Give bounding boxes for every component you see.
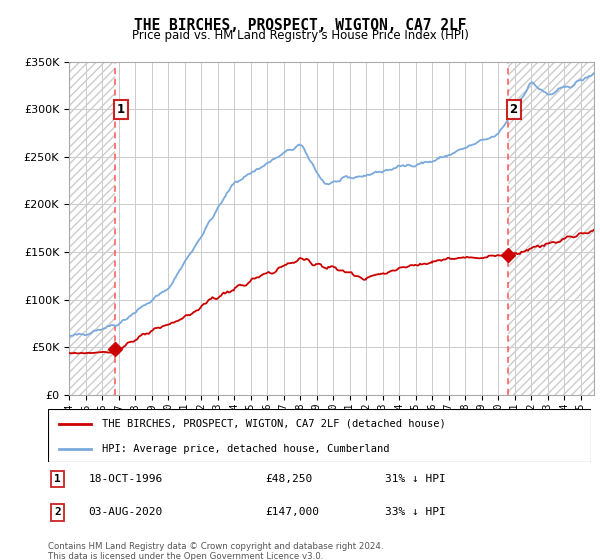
Text: THE BIRCHES, PROSPECT, WIGTON, CA7 2LF (detached house): THE BIRCHES, PROSPECT, WIGTON, CA7 2LF (… xyxy=(103,419,446,429)
Text: 2: 2 xyxy=(55,507,61,517)
Text: HPI: Average price, detached house, Cumberland: HPI: Average price, detached house, Cumb… xyxy=(103,444,390,454)
Text: 18-OCT-1996: 18-OCT-1996 xyxy=(89,474,163,484)
Text: Price paid vs. HM Land Registry's House Price Index (HPI): Price paid vs. HM Land Registry's House … xyxy=(131,29,469,42)
Bar xyxy=(508,62,594,395)
Text: 2: 2 xyxy=(509,102,518,116)
Text: 31% ↓ HPI: 31% ↓ HPI xyxy=(385,474,445,484)
Bar xyxy=(69,62,115,395)
Text: Contains HM Land Registry data © Crown copyright and database right 2024.
This d: Contains HM Land Registry data © Crown c… xyxy=(48,542,383,560)
FancyBboxPatch shape xyxy=(48,409,591,462)
Text: 33% ↓ HPI: 33% ↓ HPI xyxy=(385,507,445,517)
Text: 1: 1 xyxy=(55,474,61,484)
Text: 03-AUG-2020: 03-AUG-2020 xyxy=(89,507,163,517)
Text: THE BIRCHES, PROSPECT, WIGTON, CA7 2LF: THE BIRCHES, PROSPECT, WIGTON, CA7 2LF xyxy=(134,18,466,33)
Text: 1: 1 xyxy=(117,102,125,116)
Text: £48,250: £48,250 xyxy=(265,474,313,484)
Text: £147,000: £147,000 xyxy=(265,507,319,517)
